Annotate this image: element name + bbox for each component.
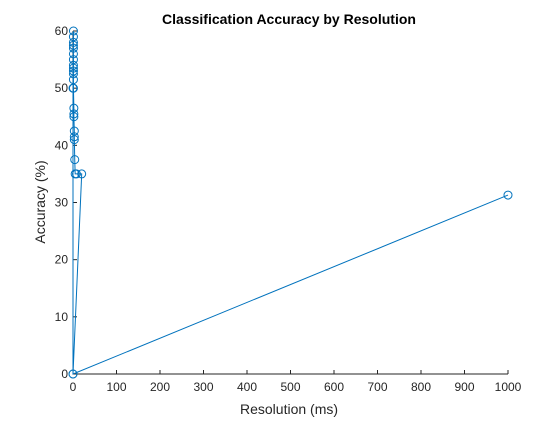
x-tick-label: 200 [150, 380, 170, 394]
data-point [69, 135, 79, 145]
data-point [68, 40, 78, 50]
data-point [68, 69, 78, 79]
y-tick-label: 60 [55, 24, 69, 38]
data-point [68, 49, 78, 59]
x-tick-label: 600 [324, 380, 344, 394]
x-tick-label: 700 [367, 380, 387, 394]
data-point [68, 63, 78, 73]
data-point [503, 190, 513, 200]
data-point [68, 37, 78, 47]
data-point [69, 132, 79, 142]
data-point [68, 75, 78, 85]
x-tick-label: 1000 [495, 380, 522, 394]
data-point [68, 32, 78, 42]
y-tick-label: 0 [61, 367, 68, 381]
x-axis-label: Resolution (ms) [240, 401, 338, 417]
y-tick-label: 20 [55, 253, 69, 267]
chart-title: Classification Accuracy by Resolution [162, 11, 416, 27]
data-point [70, 155, 80, 165]
data-point [77, 169, 87, 179]
x-tick-label: 400 [237, 380, 257, 394]
data-point [69, 112, 79, 122]
data-point [69, 126, 79, 136]
data-point [71, 169, 81, 179]
axes: 0 100 200 300 400 500 600 700 800 900 1000 0 10 20 30 4… [55, 24, 522, 394]
y-tick-label: 50 [55, 81, 69, 95]
x-tick-label: 800 [411, 380, 431, 394]
y-tick-label: 10 [55, 310, 69, 324]
x-tick-label: 100 [106, 380, 126, 394]
data-point [68, 43, 78, 53]
data-point [68, 60, 78, 70]
data-point [68, 26, 78, 36]
data-point [68, 66, 78, 76]
data-point [69, 109, 79, 119]
data-point [69, 103, 79, 113]
y-tick-label: 30 [55, 196, 69, 210]
data-series [68, 26, 513, 379]
x-tick-label: 900 [454, 380, 474, 394]
x-tick-label: 300 [193, 380, 213, 394]
data-point [68, 83, 78, 93]
data-point [68, 55, 78, 65]
x-tick-label: 500 [280, 380, 300, 394]
y-axis-label: Accuracy (%) [32, 160, 48, 243]
y-tick-label: 40 [55, 138, 69, 152]
data-point [68, 369, 78, 379]
x-tick-label: 0 [70, 380, 77, 394]
